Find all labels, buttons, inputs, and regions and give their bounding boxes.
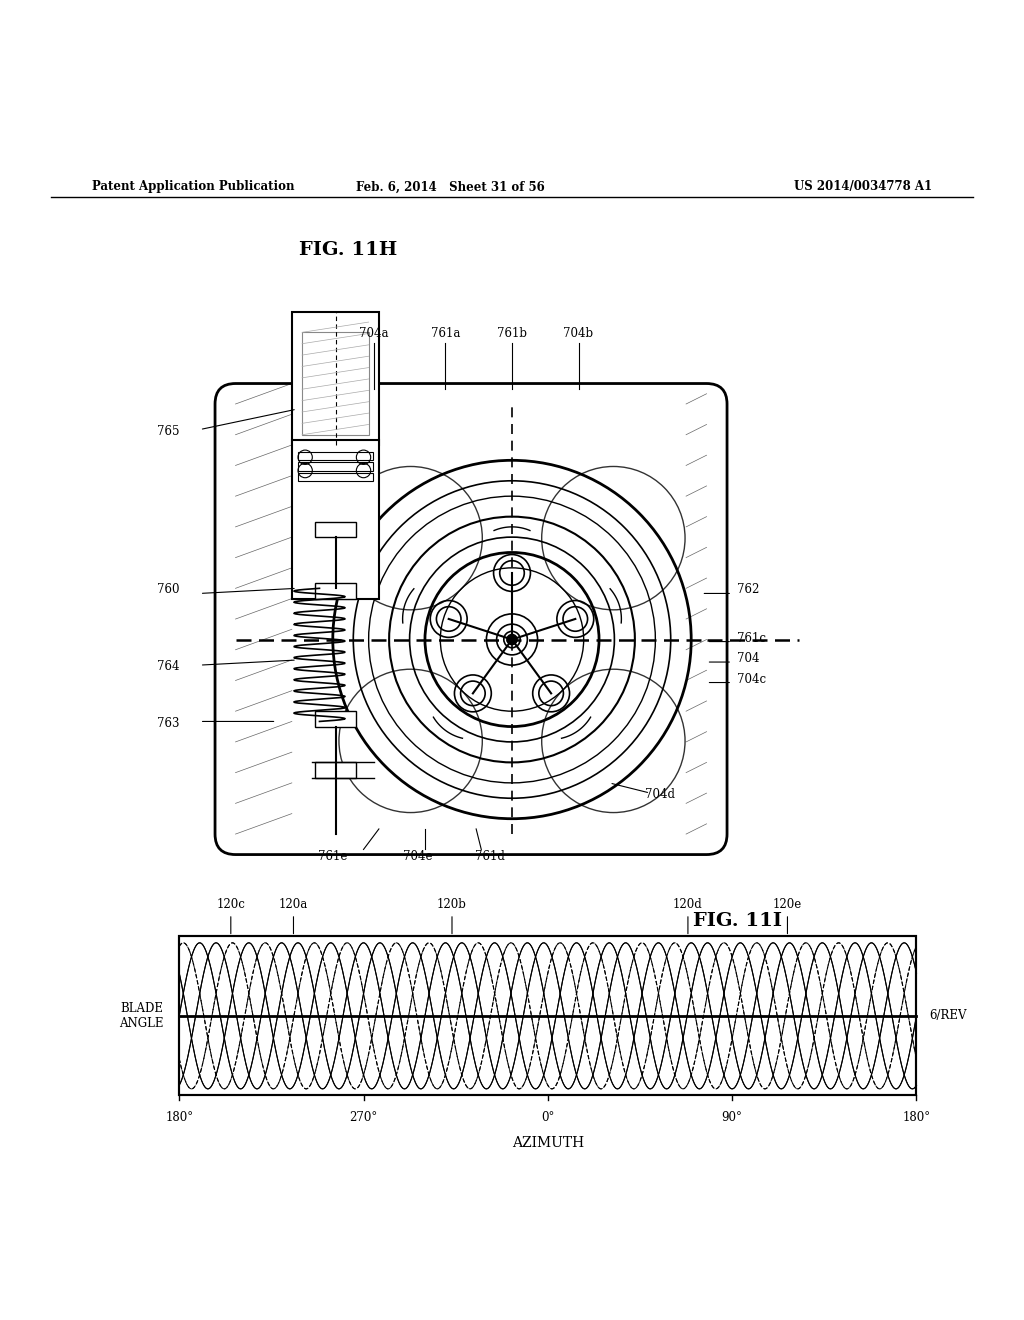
- Text: BLADE
ANGLE: BLADE ANGLE: [120, 1002, 164, 1030]
- Text: Patent Application Publication: Patent Application Publication: [92, 181, 295, 194]
- Text: 765: 765: [157, 425, 179, 438]
- Text: 120a: 120a: [279, 898, 308, 911]
- Bar: [315, 763, 356, 777]
- Bar: [179, 936, 916, 1096]
- Text: AZIMUTH: AZIMUTH: [512, 1137, 584, 1150]
- Text: 762: 762: [737, 583, 760, 597]
- Text: 180°: 180°: [902, 1110, 931, 1123]
- FancyBboxPatch shape: [215, 384, 727, 854]
- Text: 704e: 704e: [403, 850, 432, 863]
- Text: 761a: 761a: [431, 327, 460, 341]
- Text: 120e: 120e: [773, 898, 802, 911]
- Text: US 2014/0034778 A1: US 2014/0034778 A1: [794, 181, 932, 194]
- Bar: [302, 333, 369, 434]
- Text: 0°: 0°: [541, 1110, 555, 1123]
- Text: 704d: 704d: [645, 788, 675, 801]
- Text: 761c: 761c: [737, 631, 766, 644]
- Text: 761b: 761b: [497, 327, 527, 341]
- Text: 764: 764: [157, 660, 179, 673]
- Text: 760: 760: [157, 583, 179, 597]
- Text: FIG. 11I: FIG. 11I: [693, 912, 781, 931]
- Text: FIG. 11H: FIG. 11H: [299, 242, 397, 260]
- Bar: [298, 462, 373, 470]
- Text: 120d: 120d: [673, 898, 702, 911]
- Bar: [179, 936, 916, 1096]
- Text: Feb. 6, 2014   Sheet 31 of 56: Feb. 6, 2014 Sheet 31 of 56: [356, 181, 545, 194]
- Circle shape: [507, 635, 517, 644]
- Text: 120b: 120b: [437, 898, 467, 911]
- Text: 180°: 180°: [165, 1110, 194, 1123]
- Bar: [298, 453, 373, 461]
- Text: 704a: 704a: [359, 327, 388, 341]
- Bar: [315, 521, 356, 537]
- Text: 270°: 270°: [349, 1110, 378, 1123]
- Text: 90°: 90°: [722, 1110, 742, 1123]
- Text: 763: 763: [157, 717, 179, 730]
- FancyBboxPatch shape: [292, 312, 379, 445]
- Text: 704c: 704c: [737, 672, 766, 685]
- Text: 120c: 120c: [216, 898, 245, 911]
- Bar: [298, 473, 373, 480]
- Bar: [315, 583, 356, 598]
- Text: 761d: 761d: [474, 850, 505, 863]
- Text: 6/REV: 6/REV: [929, 1010, 967, 1022]
- Text: 761e: 761e: [318, 850, 347, 863]
- Text: 704: 704: [737, 652, 760, 665]
- Bar: [292, 440, 379, 598]
- Text: 704b: 704b: [563, 327, 594, 341]
- Bar: [315, 711, 356, 726]
